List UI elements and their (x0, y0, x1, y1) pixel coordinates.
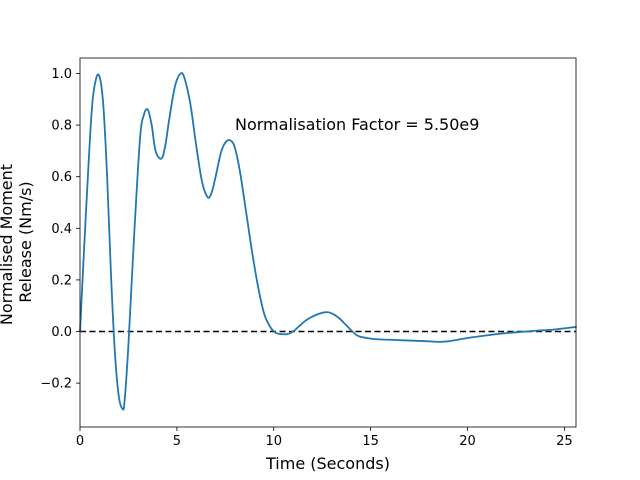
x-tick-label: 20 (459, 434, 476, 449)
x-tick-label: 10 (265, 434, 282, 449)
x-axis: 0 5 10 15 20 25 (76, 427, 573, 449)
y-axis-label-line-1: Normalised Moment (0, 164, 16, 325)
plot-frame (79, 57, 577, 428)
series-line-0 (79, 72, 577, 411)
y-tick-label: 0.4 (51, 222, 72, 237)
x-tick-label: 0 (76, 434, 84, 449)
y-tick-label: 1.0 (51, 67, 72, 82)
x-tick-label: 15 (362, 434, 379, 449)
x-axis-label: Time (Seconds) (265, 454, 390, 473)
plot-area (80, 58, 576, 427)
series-layer (79, 72, 577, 411)
normalisation-factor-annotation: Normalisation Factor = 5.50e9 (235, 115, 479, 134)
y-tick-label: −0.2 (40, 377, 72, 392)
y-tick-label: 0.8 (51, 119, 72, 134)
y-axis-label-line-2: Release (Nm/s) (16, 181, 35, 302)
x-tick-label: 5 (173, 434, 181, 449)
y-axis: −0.2 0.0 0.2 0.4 0.6 0.8 1.0 (40, 67, 80, 392)
x-tick-label: 25 (556, 434, 573, 449)
y-tick-label: 0.0 (51, 325, 72, 340)
y-tick-label: 0.2 (51, 273, 72, 288)
y-axis-label: Normalised Moment Release (Nm/s) (0, 159, 35, 325)
y-tick-label: 0.6 (51, 170, 72, 185)
